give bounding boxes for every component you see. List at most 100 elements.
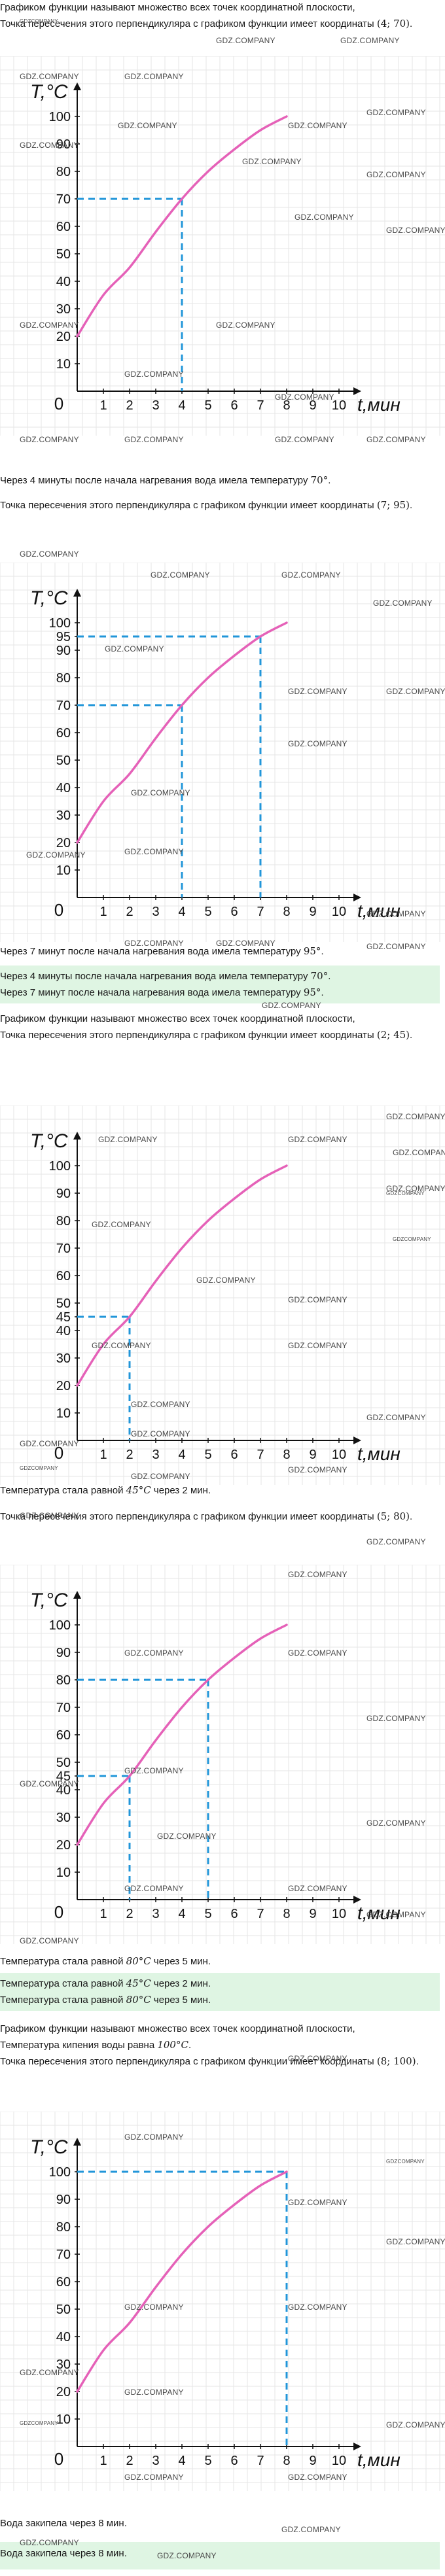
watermark: GDZ.COMPANY [92,1341,151,1350]
x-axis-label: t,мин [357,1903,400,1923]
x-tick-label: 0 [54,394,63,413]
y-tick-label: 80 [56,671,71,686]
watermark: GDZ.COMPANY [366,435,426,444]
watermark: GDZ.COMPANY [124,1884,184,1893]
y-tick-label: 60 [56,1269,71,1283]
watermark: GDZ.COMPANY [20,1511,79,1520]
x-tick-label: 8 [283,1907,290,1921]
y-axis-label: T,°C [30,1590,68,1611]
series-line [76,621,288,844]
grid [0,2112,445,2491]
y-tick-label: 90 [56,1187,71,1201]
result-text-2: Через 7 минут после начала нагревания во… [0,945,324,957]
chart-1: T,°C t,мин 0 1 2 3 4 5 6 7 8 9 10 10 20 30 40 50 60 70 80 90 1… [0,56,445,436]
y-axis-arrow [73,2138,81,2146]
x-tick-label: 3 [152,2454,159,2468]
x-tick-label: 9 [309,2454,316,2468]
x-axis-arrow [353,2443,361,2450]
x-tick-label: 7 [257,2454,264,2468]
x-tick-label: 9 [309,905,316,919]
intro-text-2: Точка пересечения этого перпендикуляра с… [0,499,413,511]
coordinates: (4; 70) [376,18,410,29]
y-tick-label: 30 [56,302,71,317]
y-axis-arrow [73,82,81,90]
watermark: GDZ.COMPANY [124,2388,184,2397]
watermark: GDZ.COMPANY [288,1465,347,1474]
watermark: GDZ.COMPANY [386,1184,445,1193]
watermark: GDZ.COMPANY [288,739,347,748]
y-axis-arrow [73,1132,81,1140]
x-axis-arrow [353,1436,361,1444]
watermark: GDZ.COMPANY [281,570,341,580]
watermark: GDZ.COMPANY [275,392,334,402]
summary-2: Температура стала равной 45°C через 2 ми… [0,1973,440,2011]
y-tick-label: 10 [56,863,71,878]
y-tick-label: 100 [49,2165,71,2180]
x-tick-label: 6 [230,905,238,919]
y-tick-label: 20 [56,2385,71,2399]
watermark: GDZ.COMPANY [288,1570,347,1579]
x-tick-label: 0 [54,2449,63,2469]
x-tick-label: 4 [178,2454,185,2468]
watermark-small: GDZCOMPANY [20,2420,58,2426]
y-axis-label: T,°C [30,1130,68,1152]
intro-text-1: Графиком функции называют множество всех… [0,2,413,29]
y-tick-label: 20 [56,330,71,344]
series-line [76,1164,288,1387]
y-tick-label: 50 [56,247,71,262]
watermark: GDZ.COMPANY [20,435,79,444]
watermark: GDZ.COMPANY [20,2368,79,2377]
x-tick-label: 4 [178,905,185,919]
x-tick-label: 9 [309,398,316,413]
watermark: GDZ.COMPANY [157,2551,217,2560]
watermark: GDZ.COMPANY [92,1220,151,1229]
x-tick-label: 2 [126,1907,133,1921]
y-tick-label: 80 [56,1214,71,1228]
y-tick-label: 90 [56,1646,71,1660]
x-tick-label: 7 [257,905,264,919]
x-axis-arrow [353,894,361,901]
coordinates: (2; 45) [376,1029,410,1041]
chart-5: T,°C t,мин 0 1 2 3 4 5 6 7 8 9 10 10 20 30 40 50 60 70 80 90 1… [0,2112,445,2491]
x-tick-label: 5 [204,398,211,413]
y-tick-label: 30 [56,1351,71,1366]
x-tick-label: 0 [54,900,63,920]
watermark-small: GDZCOMPANY [20,18,58,24]
y-tick-label: 100 [49,1159,71,1174]
y-tick-label: 45 [56,1310,71,1325]
chart-svg: T,°C t,мин 0 1 2 3 4 5 6 7 8 9 10 10 20 30 40 50 60 70 80 90 1… [0,56,445,436]
chart-svg: T,°C t,мин 0 1 2 3 4 5 6 7 8 9 10 10 20 30 40 50 60 70 80 909… [0,563,445,942]
y-tick-label: 100 [49,1618,71,1633]
series-line [76,2170,288,2393]
y-tick-label: 70 [56,1242,71,1256]
y-axis-arrow [73,1591,81,1599]
watermark: GDZ.COMPANY [288,2198,347,2207]
y-tick-label: 100 [49,110,71,124]
watermark: GDZ.COMPANY [124,2473,184,2482]
watermark-small: GDZCOMPANY [386,2159,425,2165]
watermark: GDZ.COMPANY [386,226,445,235]
y-tick-label: 100 [49,616,71,631]
watermark: GDZ.COMPANY [20,1936,79,1945]
watermark: GDZ.COMPANY [196,1276,256,1285]
watermark: GDZ.COMPANY [366,1910,426,1919]
watermark: GDZ.COMPANY [20,321,79,330]
chart-svg: T,°C t,мин 0 1 2 3 4 5 6 7 8 9 10 10 20 30 40 50 60 70 80 90 1… [0,2112,445,2491]
x-tick-label: 8 [283,1448,290,1462]
x-tick-label: 7 [257,1448,264,1462]
grid [0,1565,445,1944]
watermark: GDZ.COMPANY [124,939,184,948]
y-tick-label: 60 [56,2275,71,2289]
watermark: GDZ.COMPANY [20,549,79,559]
x-tick-label: 10 [332,1907,346,1921]
y-tick-label: 40 [56,2330,71,2344]
x-tick-label: 2 [126,2454,133,2468]
value: 70° [310,474,329,486]
grid [0,563,445,942]
watermark: GDZ.COMPANY [366,108,426,117]
x-tick-label: 2 [126,905,133,919]
x-tick-label: 8 [283,398,290,413]
y-tick-label: 40 [56,1324,71,1338]
intro-line: Точка пересечения этого перпендикуляра с… [0,18,377,29]
x-tick-label: 5 [204,1907,211,1921]
